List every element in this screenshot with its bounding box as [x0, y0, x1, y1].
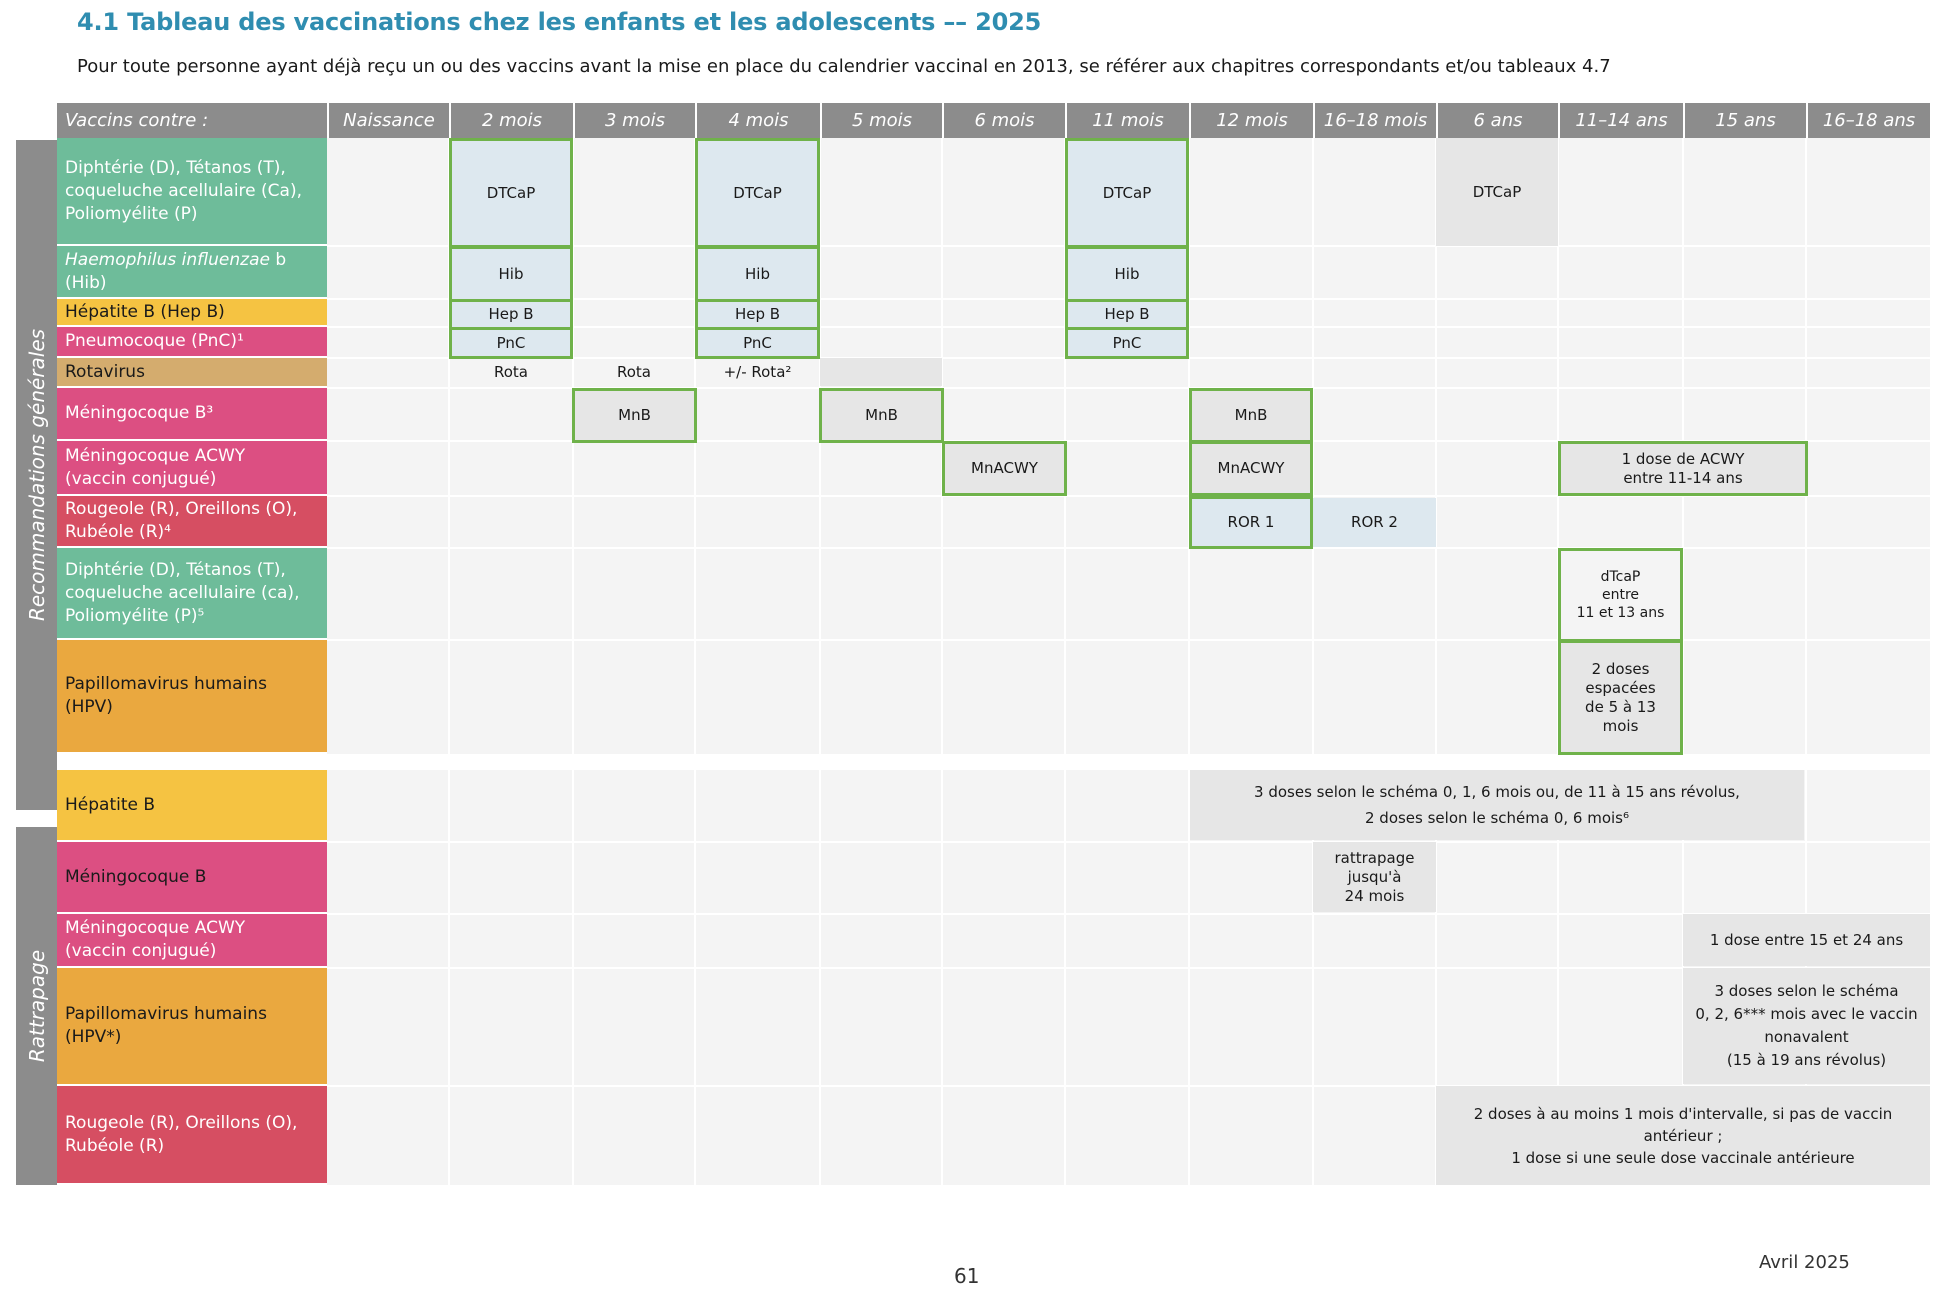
- cell-mnb-3mois: MnB: [572, 388, 697, 443]
- cell-pnc-4mois: PnC: [695, 327, 820, 359]
- cell-hepb-catchup: 3 doses selon le schéma 0, 1, 6 mois ou,…: [1190, 770, 1804, 840]
- grid-hline: [327, 639, 1930, 641]
- header-col-2: 3 mois: [573, 103, 695, 138]
- grid-hline: [327, 967, 1930, 969]
- grid-hline: [327, 495, 1930, 497]
- header-col-10: 11–14 ans: [1558, 103, 1683, 138]
- row-label-ror: Rougeole (R), Oreillons (O), Rubéole (R)…: [57, 496, 327, 548]
- cell-hpv-11-14ans: 2 doses espacées de 5 à 13 mois: [1558, 640, 1683, 755]
- cell-dtcap-11mois: DTCaP: [1065, 138, 1189, 248]
- header-col-7: 12 mois: [1189, 103, 1313, 138]
- cell-hepb-11mois: Hep B: [1065, 299, 1189, 330]
- grid-vline: [694, 138, 696, 754]
- grid-vline: [1064, 770, 1066, 1185]
- grid-vline: [1435, 138, 1437, 754]
- grid-hline: [327, 1085, 1930, 1087]
- section-catchup-bar: Rattrapage: [16, 827, 57, 1185]
- page-subtitle: Pour toute personne ayant déjà reçu un o…: [77, 56, 1611, 77]
- cell-hib-11mois: Hib: [1065, 246, 1189, 302]
- row-label-rest: b (Hib): [65, 249, 287, 293]
- row-label-hpv-catchup: Papillomavirus humains (HPV*): [57, 968, 327, 1086]
- header-col-1: 2 mois: [449, 103, 573, 138]
- grid-hline: [327, 913, 1930, 915]
- header-col-6: 11 mois: [1065, 103, 1189, 138]
- cell-rota-2mois: Rota: [494, 362, 528, 381]
- cell-ror-catchup: 2 doses à au moins 1 mois d'intervalle, …: [1436, 1086, 1930, 1185]
- cell-rota-3mois: Rota: [617, 362, 651, 381]
- grid-hline: [327, 387, 1930, 389]
- row-label-dtcap-rappel: Diphtérie (D), Tétanos (T), coqueluche a…: [57, 548, 327, 640]
- cell-dtcap-2mois: DTCaP: [449, 138, 573, 248]
- cell-pnc-11mois: PnC: [1065, 327, 1189, 359]
- header-col-9: 6 ans: [1436, 103, 1558, 138]
- cell-mnacwy-6mois: MnACWY: [942, 441, 1067, 496]
- grid-vline: [694, 770, 696, 1185]
- header-col-12: 16–18 ans: [1806, 103, 1930, 138]
- grid-vline: [572, 138, 574, 754]
- section-general-label: Recommandations générales: [24, 328, 49, 622]
- row-label-mnacwy: Méningocoque ACWY (vaccin conjugué): [57, 441, 327, 496]
- grid-hline: [327, 547, 1930, 549]
- cell-mnacwy-12mois: MnACWY: [1189, 441, 1313, 496]
- grid-vline: [819, 770, 821, 1185]
- row-label-hpv: Papillomavirus humains (HPV): [57, 640, 327, 754]
- cell-ror1-12mois: ROR 1: [1189, 496, 1313, 549]
- grid-vline: [1435, 770, 1437, 1185]
- cell-hib-2mois: Hib: [449, 246, 573, 302]
- page-title: 4.1 Tableau des vaccinations chez les en…: [77, 8, 1042, 36]
- grid-hline: [327, 841, 1930, 843]
- row-label-mnb-catchup: Méningocoque B: [57, 842, 327, 914]
- grid-vline: [819, 138, 821, 754]
- cell-hepb-4mois: Hep B: [695, 299, 820, 330]
- row-label-mnb: Méningocoque B³: [57, 388, 327, 441]
- cell-acwy-catchup: 1 dose entre 15 et 24 ans: [1683, 914, 1930, 966]
- cell-acwy-11-14ans: 1 dose de ACWY entre 11-14 ans: [1558, 441, 1808, 496]
- cell-hib-4mois: Hib: [695, 246, 820, 302]
- document-date: Avril 2025: [1759, 1252, 1850, 1273]
- grid-vline: [1312, 138, 1314, 754]
- header-col-4: 5 mois: [820, 103, 942, 138]
- row-label-hepb: Hépatite B (Hep B): [57, 299, 327, 327]
- page-number: 61: [954, 1264, 980, 1288]
- cell-pnc-2mois: PnC: [449, 327, 573, 359]
- cell-dtcap-rappel-11-14ans: dTcaP entre 11 et 13 ans: [1558, 548, 1683, 642]
- row-label-rota: Rotavirus: [57, 358, 327, 388]
- header-col-11: 15 ans: [1683, 103, 1806, 138]
- row-label-hepb-catchup: Hépatite B: [57, 770, 327, 842]
- cell-rota-5mois-blank: [820, 358, 942, 386]
- cell-hpv-catchup: 3 doses selon le schéma 0, 2, 6*** mois …: [1683, 968, 1930, 1084]
- grid-vline: [941, 770, 943, 1185]
- grid-vline: [448, 770, 450, 1185]
- cell-dtcap-6ans: DTCaP: [1436, 138, 1558, 246]
- grid-vline: [448, 138, 450, 754]
- grid-hline: [327, 440, 1930, 442]
- header-col-8: 16–18 mois: [1313, 103, 1436, 138]
- row-label-mnacwy-catchup: Méningocoque ACWY (vaccin conjugué): [57, 914, 327, 968]
- row-label-hib: Haemophilus influenzae b (Hib): [57, 246, 327, 299]
- section-catchup-label: Rattrapage: [24, 949, 49, 1063]
- cell-mnb-catchup: rattrapage jusqu'à 24 mois: [1313, 842, 1436, 912]
- cell-hepb-2mois: Hep B: [449, 299, 573, 330]
- cell-mnb-5mois: MnB: [819, 388, 944, 443]
- cell-rota-4mois: +/- Rota²: [723, 362, 792, 381]
- grid-vline: [1188, 770, 1190, 1185]
- row-label-dtcap: Diphtérie (D), Tétanos (T), coqueluche a…: [57, 138, 327, 246]
- header-col-3: 4 mois: [695, 103, 820, 138]
- section-general-bar: Recommandations générales: [16, 140, 57, 810]
- header-col-5: 6 mois: [942, 103, 1065, 138]
- cell-mnb-12mois: MnB: [1189, 388, 1313, 443]
- grid-vline: [572, 770, 574, 1185]
- row-label-ror-catchup: Rougeole (R), Oreillons (O), Rubéole (R): [57, 1086, 327, 1185]
- cell-ror2-16-18mois: ROR 2: [1313, 498, 1436, 547]
- header-vaccins: Vaccins contre :: [57, 103, 327, 138]
- row-label-pnc: Pneumocoque (PnC)¹: [57, 327, 327, 358]
- grid-vline: [1557, 770, 1559, 1185]
- cell-dtcap-4mois: DTCaP: [695, 138, 820, 248]
- row-label-italic: Haemophilus influenzae: [65, 249, 270, 270]
- header-col-0: Naissance: [327, 103, 449, 138]
- grid-vline: [1312, 770, 1314, 1185]
